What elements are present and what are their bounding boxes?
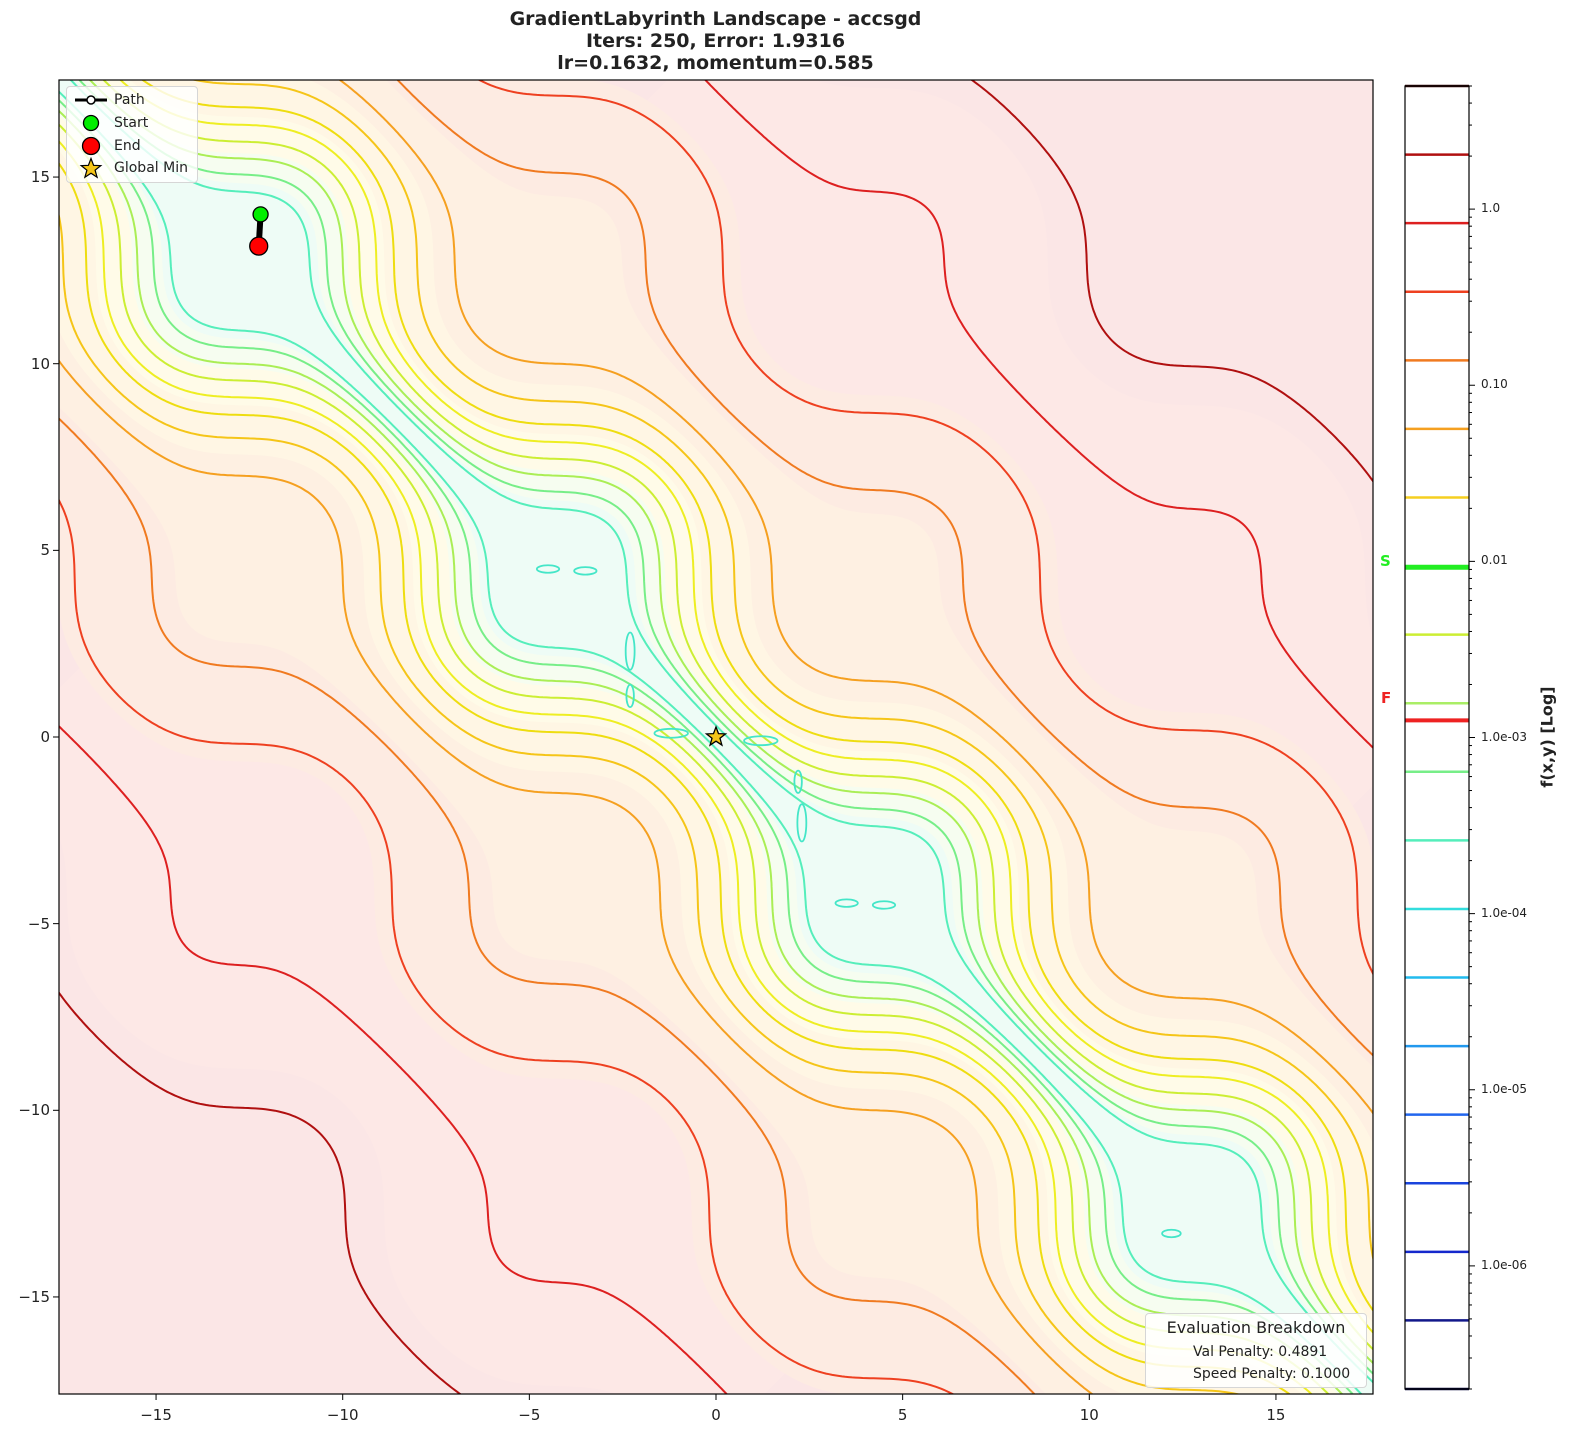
val-penalty: Val Penalty: 0.4891	[1193, 1344, 1328, 1360]
contour-line	[59, 162, 1291, 1394]
contour-line	[396, 80, 1373, 1057]
colorbar-start-marker-label: S	[1380, 552, 1391, 570]
y-tick-label: −10	[18, 1101, 50, 1120]
colorbar-ticks	[1469, 85, 1475, 1390]
evaluation-breakdown-box: Evaluation Breakdown Val Penalty: 0.4891…	[1145, 1313, 1367, 1388]
legend-item-end: End	[67, 135, 197, 157]
legend-item-global-min: Global Min	[67, 157, 197, 179]
contour-line	[191, 80, 1373, 1262]
contour-line	[59, 498, 955, 1394]
contour-line	[59, 140, 1313, 1394]
contour-lines	[59, 80, 1373, 1394]
end-circle-icon	[81, 136, 101, 156]
contour-line	[59, 417, 1036, 1394]
legend-item-start: Start	[67, 112, 197, 134]
contour-line	[970, 80, 1373, 483]
colorbar-body	[1405, 86, 1469, 1389]
contour-line	[102, 80, 1373, 1351]
path-line-icon	[75, 95, 107, 105]
y-tick-label: −5	[27, 914, 50, 933]
title-line-3: lr=0.1632, momentum=0.585	[557, 52, 874, 74]
colorbar-tick-label: 1.0e-03	[1481, 729, 1528, 744]
title-line-1: GradientLabyrinth Landscape - accsgd	[509, 8, 922, 30]
y-tick-label: −15	[18, 1287, 50, 1306]
x-axis-ticks	[155, 1394, 1277, 1400]
contour-line	[59, 725, 728, 1394]
colorbar-tick-label: 0.01	[1481, 553, 1508, 568]
optimizer-path	[249, 206, 728, 747]
x-tick-label: −15	[140, 1406, 172, 1424]
contour-line	[59, 123, 1330, 1394]
contour-line	[119, 80, 1373, 1334]
contour-line	[477, 80, 1373, 976]
colorbar-label: f(x,y) [Log]	[1537, 686, 1557, 788]
colorbar-final-marker-label: F	[1381, 689, 1391, 707]
legend-item-path: Path	[67, 89, 197, 111]
title-line-2: Iters: 250, Error: 1.9316	[585, 30, 846, 52]
contour-line	[69, 80, 1373, 1384]
legend-label-path: Path	[114, 92, 145, 108]
contour-line	[59, 109, 1344, 1394]
star-icon	[79, 157, 103, 179]
legend-label-end: End	[114, 138, 141, 154]
contour-line	[59, 991, 462, 1394]
y-tick-label: 0	[40, 728, 50, 746]
contour-line	[338, 80, 1373, 1115]
y-tick-label: 10	[30, 354, 50, 373]
start-circle-icon	[82, 114, 100, 132]
contour-line	[78, 80, 1373, 1375]
colorbar-tick-label: 0.10	[1481, 377, 1508, 392]
legend-label-global-min: Global Min	[114, 160, 188, 176]
contour-line	[59, 359, 1094, 1394]
speed-penalty: Speed Penalty: 0.1000	[1193, 1366, 1351, 1382]
colorbar-tick-label: 1.0	[1481, 201, 1501, 216]
final-marker-text: F	[1381, 689, 1392, 707]
x-tick-label: 0	[711, 1406, 721, 1424]
legend: Path Start End Global Min	[66, 86, 198, 183]
contour-line	[88, 80, 1373, 1365]
x-tick-label: 15	[1266, 1406, 1286, 1424]
legend-label-start: Start	[114, 115, 149, 131]
colorbar	[1404, 84, 1475, 1391]
colorbar-tick-label: 1.0e-04	[1481, 905, 1528, 920]
contour-line	[59, 212, 1241, 1394]
y-tick-label: 5	[40, 541, 50, 560]
x-tick-label: 10	[1079, 1406, 1099, 1424]
x-tick-label: −5	[518, 1406, 541, 1424]
global-min-star	[704, 725, 728, 747]
start-point	[252, 206, 269, 223]
colorbar-tick-label: 1.0e-05	[1481, 1081, 1528, 1096]
contour-line	[704, 80, 1373, 749]
contour-line	[141, 80, 1373, 1312]
plot-area	[53, 79, 1374, 1400]
y-tick-label: 15	[30, 168, 50, 187]
eval-header: Evaluation Breakdown	[1166, 1318, 1346, 1337]
x-tick-label: −10	[326, 1406, 359, 1424]
colorbar-tick-label: 1.0e-06	[1481, 1257, 1528, 1272]
start-marker-text: S	[1380, 552, 1391, 570]
x-tick-label: 5	[897, 1406, 908, 1424]
chart-title: GradientLabyrinth Landscape - accsgd Ite…	[0, 8, 1431, 74]
end-point	[249, 236, 269, 256]
y-axis-ticks	[53, 176, 59, 1298]
contour-line	[59, 99, 1354, 1394]
